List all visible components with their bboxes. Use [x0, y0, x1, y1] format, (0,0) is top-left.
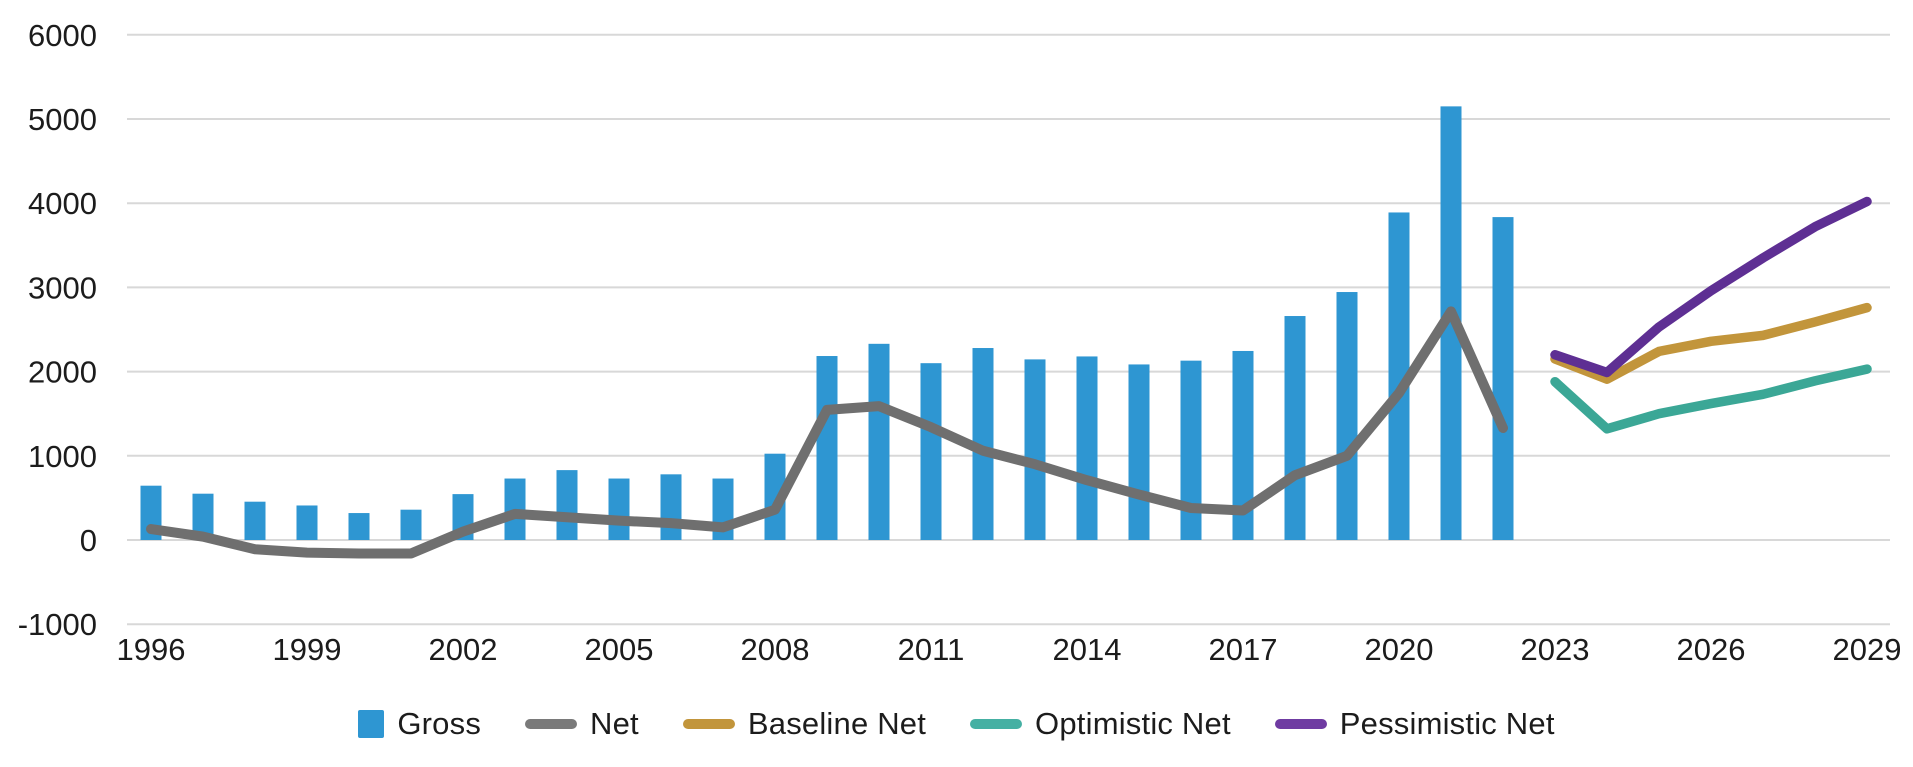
legend-swatch-optimistic-net: [970, 719, 1023, 729]
line-series-pessimistic-net: [1550, 196, 1872, 378]
x-tick-label-2029: 2029: [1833, 632, 1902, 667]
legend-label-pessimistic-net: Pessimistic Net: [1339, 706, 1555, 741]
legend-item-net: Net: [525, 706, 639, 742]
line-series-baseline-net: [1550, 302, 1872, 384]
x-tick-label-2026: 2026: [1677, 632, 1746, 667]
x-tick-label-2023: 2023: [1521, 632, 1590, 667]
bar-2012: [972, 348, 994, 540]
chart-legend: Gross Net Baseline Net Optimistic Net Pessim…: [0, 698, 1913, 750]
bar-2010: [868, 343, 890, 540]
legend-label-baseline-net: Baseline Net: [747, 706, 927, 741]
x-tick-label-2014: 2014: [1053, 632, 1122, 667]
y-tick-label-6000: 6000: [28, 18, 97, 53]
gridlines: [127, 33, 1890, 626]
legend-swatch-pessimistic-net: [1274, 719, 1327, 729]
bar-2013: [1024, 359, 1046, 540]
bar-2005: [608, 478, 630, 540]
bar-2022: [1492, 217, 1514, 540]
legend-item-pessimistic-net: Pessimistic Net: [1274, 706, 1555, 742]
bar-2015: [1128, 364, 1150, 540]
bar-2019: [1336, 292, 1358, 540]
y-tick-label-3000: 3000: [28, 270, 97, 305]
bar-2016: [1180, 360, 1202, 540]
x-tick-label-2020: 2020: [1365, 632, 1434, 667]
bar-1998: [244, 501, 266, 540]
legend-item-baseline-net: Baseline Net: [682, 706, 927, 742]
x-tick-label-2008: 2008: [741, 632, 810, 667]
bar-2000: [348, 513, 370, 540]
y-tick-label--1000: -1000: [18, 607, 97, 642]
y-tick-label-4000: 4000: [28, 186, 97, 221]
x-tick-label-2005: 2005: [585, 632, 654, 667]
bar-2008: [764, 453, 786, 540]
bar-2018: [1284, 316, 1306, 540]
bar-2001: [400, 509, 422, 540]
line-series-optimistic-net: [1550, 364, 1872, 434]
bar-2004: [556, 470, 578, 540]
x-tick-label-2011: 2011: [898, 632, 965, 667]
legend-swatch-baseline-net: [682, 719, 735, 729]
y-tick-label-2000: 2000: [28, 355, 97, 390]
bar-2014: [1076, 356, 1098, 540]
y-tick-label-0: 0: [80, 523, 97, 558]
y-tick-label-1000: 1000: [28, 439, 97, 474]
bar-2017: [1232, 350, 1254, 540]
legend-label-optimistic-net: Optimistic Net: [1035, 706, 1231, 741]
x-axis-labels: 1996 1999 2002 2005 2008 2011 2014 2017 2020 2023…: [117, 632, 1902, 667]
legend-item-gross: Gross: [358, 706, 481, 742]
x-tick-label-1999: 1999: [273, 632, 342, 667]
legend-swatch-net: [525, 719, 578, 729]
y-tick-label-5000: 5000: [28, 102, 97, 137]
line-series-net: [146, 306, 1508, 559]
bar-2009: [816, 356, 838, 540]
x-tick-label-2017: 2017: [1209, 632, 1278, 667]
bar-2011: [920, 363, 942, 540]
y-axis-labels: -1000 0 1000 2000 3000 4000 5000 6000: [18, 18, 97, 642]
x-tick-label-2002: 2002: [429, 632, 498, 667]
bar-2006: [660, 474, 682, 540]
bar-1997: [192, 493, 214, 540]
bar-1999: [296, 505, 318, 540]
legend-label-net: Net: [590, 706, 639, 741]
legend-item-optimistic-net: Optimistic Net: [970, 706, 1231, 742]
legend-label-gross: Gross: [397, 706, 482, 741]
legend-swatch-gross: [358, 710, 385, 738]
x-tick-label-1996: 1996: [117, 632, 186, 667]
bar-2020: [1388, 212, 1410, 540]
